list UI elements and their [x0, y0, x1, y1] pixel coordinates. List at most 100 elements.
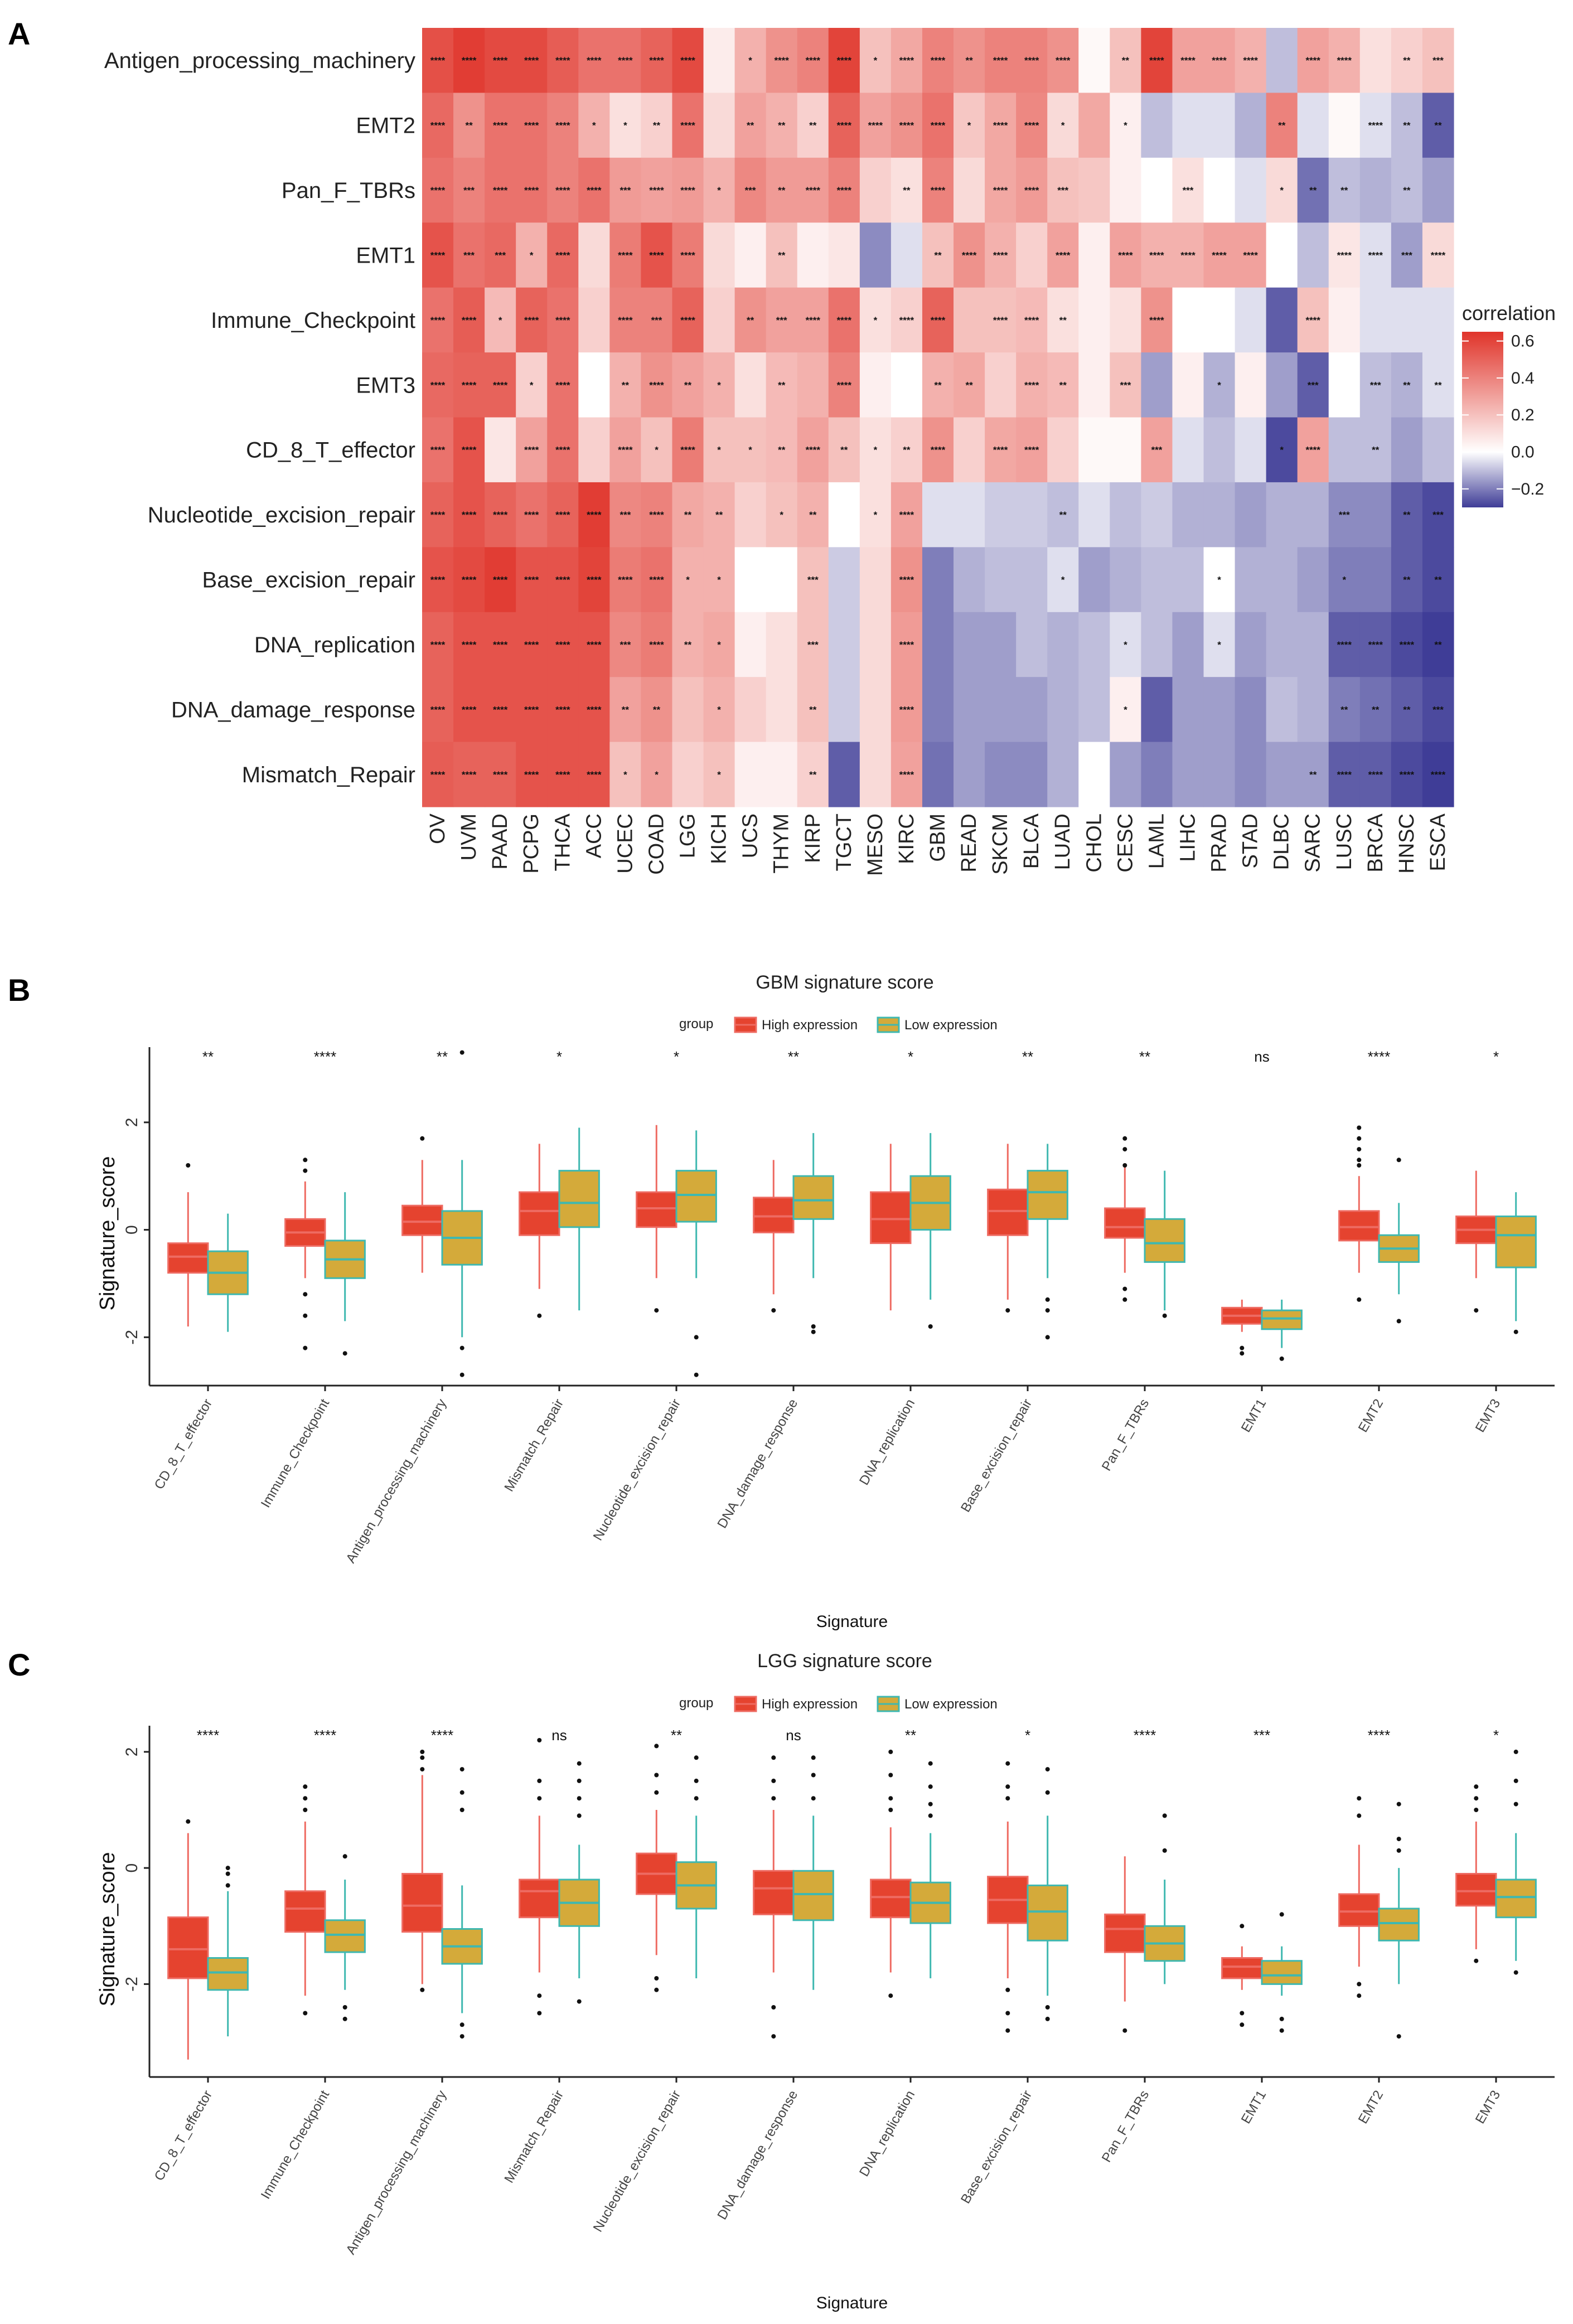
- heatmap-cell: [1359, 677, 1392, 743]
- gbm-significance-label: ns: [1254, 1048, 1269, 1065]
- gbm-outlier-point: [1357, 1147, 1362, 1152]
- lgg-outlier-point: [1005, 1784, 1010, 1789]
- heatmap-cell: [734, 547, 767, 613]
- heatmap-significance: ****: [430, 380, 446, 390]
- lgg-outlier-point: [303, 2011, 308, 2016]
- heatmap-cell: [609, 677, 642, 743]
- lgg-outlier-point: [811, 1773, 816, 1778]
- heatmap-cell: [985, 28, 1017, 94]
- heatmap-cell: [954, 28, 985, 94]
- heatmap-significance: ****: [649, 250, 664, 261]
- gbm-outlier-point: [303, 1158, 308, 1163]
- heatmap-cell: [734, 352, 767, 418]
- heatmap-cell: [859, 677, 892, 743]
- heatmap-row-labels: Antigen_processing_machinery EMT2 Pan_F_TB…: [104, 49, 415, 787]
- colorbar-title: correlation: [1462, 302, 1556, 325]
- heatmap-significance: ***: [745, 185, 756, 196]
- lgg-outlier-point: [1005, 1796, 1010, 1801]
- heatmap-cell: [1266, 287, 1298, 353]
- heatmap-significance: ****: [555, 120, 570, 131]
- heatmap-cell: [1235, 157, 1267, 223]
- gbm-box: [870, 1191, 912, 1245]
- heatmap-significance: ****: [931, 120, 946, 131]
- lgg-significance-label: ****: [197, 1727, 219, 1744]
- heatmap-cell: [1235, 287, 1267, 353]
- heatmap-significance: ****: [993, 55, 1008, 66]
- heatmap-cell: [954, 157, 985, 223]
- heatmap-cell: [641, 417, 673, 483]
- heatmap-cell: [672, 28, 704, 94]
- heatmap-cell: [453, 157, 485, 223]
- heatmap-significance: ***: [807, 575, 819, 585]
- lgg-x-tick-label: DNA_replication: [856, 2088, 918, 2180]
- heatmap-cell: [766, 287, 798, 353]
- heatmap-significance: **: [778, 445, 786, 456]
- gbm-outlier-point: [1122, 1147, 1127, 1152]
- heatmap-cell: [985, 482, 1017, 548]
- heatmap-significance: ****: [931, 55, 946, 66]
- heatmap-cell: [985, 677, 1017, 743]
- heatmap-cell: [1391, 742, 1423, 807]
- heatmap-cell: [485, 482, 516, 548]
- heatmap-cell: [890, 222, 923, 288]
- heatmap-cell: [766, 742, 798, 807]
- heatmap-cell: [1172, 612, 1204, 677]
- heatmap-significance: ****: [524, 120, 539, 131]
- lgg-x-tick-label: EMT3: [1473, 2088, 1503, 2127]
- heatmap-cell: [922, 612, 954, 677]
- heatmap-significance: ****: [1305, 55, 1320, 66]
- heatmap-cell: [422, 482, 454, 548]
- heatmap-significance: **: [778, 120, 786, 131]
- heatmap-cell: [954, 482, 985, 548]
- heatmap-cell: [922, 287, 954, 353]
- heatmap-row-label: EMT3: [356, 373, 415, 398]
- heatmap-significance: ****: [962, 250, 977, 261]
- gbm-outlier-point: [342, 1351, 347, 1356]
- heatmap-cell: [985, 547, 1017, 613]
- gbm-x-tick-label: Base_excision_repair: [958, 1396, 1035, 1514]
- lgg-box: [167, 1916, 209, 1979]
- lgg-outlier-point: [420, 1987, 425, 1992]
- heatmap-significance: *: [1124, 704, 1127, 715]
- heatmap-cell: [453, 352, 485, 418]
- heatmap-cell: [766, 547, 798, 613]
- lgg-outlier-point: [1240, 1924, 1245, 1929]
- gbm-outlier-point: [1240, 1345, 1245, 1350]
- heatmap-cell: [1328, 352, 1361, 418]
- heatmap-significance: ****: [806, 55, 821, 66]
- gbm-outlier-point: [420, 1136, 425, 1141]
- lgg-outlier-point: [1474, 1784, 1479, 1789]
- heatmap-significance: ****: [1212, 55, 1227, 66]
- heatmap-significance: ****: [524, 640, 539, 650]
- lgg-outlier-point: [654, 1790, 659, 1795]
- heatmap-cell: [922, 482, 954, 548]
- heatmap-significance: *: [874, 55, 878, 66]
- heatmap-significance: ****: [899, 575, 914, 585]
- heatmap-cell: [609, 612, 642, 677]
- gbm-x-tick-label: EMT1: [1238, 1397, 1269, 1435]
- heatmap-cell: [422, 547, 454, 613]
- heatmap-cell: [828, 157, 860, 223]
- heatmap-significance: *: [748, 445, 752, 456]
- lgg-outlier-point: [1396, 1848, 1401, 1853]
- heatmap-significance: ****: [493, 575, 508, 585]
- heatmap-significance: *: [498, 315, 502, 326]
- gbm-box: [1495, 1216, 1537, 1268]
- heatmap-cell: [1359, 612, 1392, 677]
- heatmap-cell: [1172, 28, 1204, 94]
- lgg-x-tick-label: Pan_F_TBRs: [1099, 2088, 1152, 2165]
- heatmap-significance: ****: [555, 704, 570, 715]
- heatmap-cell: [672, 742, 704, 807]
- heatmap-cell: [547, 157, 579, 223]
- lgg-box: [324, 1919, 366, 1953]
- heatmap-significance: ****: [1400, 640, 1415, 650]
- heatmap-cell: [859, 612, 892, 677]
- heatmap-significance: **: [1309, 185, 1317, 196]
- heatmap-column-label: GBM: [926, 814, 950, 862]
- heatmap-cell: [1110, 93, 1141, 158]
- heatmap-significance: ****: [618, 445, 633, 456]
- heatmap-column-label: KIRP: [801, 814, 825, 863]
- heatmap-cell: [1078, 742, 1110, 807]
- colorbar-gradient-bar: [1462, 332, 1503, 507]
- heatmap-cell: [1391, 417, 1423, 483]
